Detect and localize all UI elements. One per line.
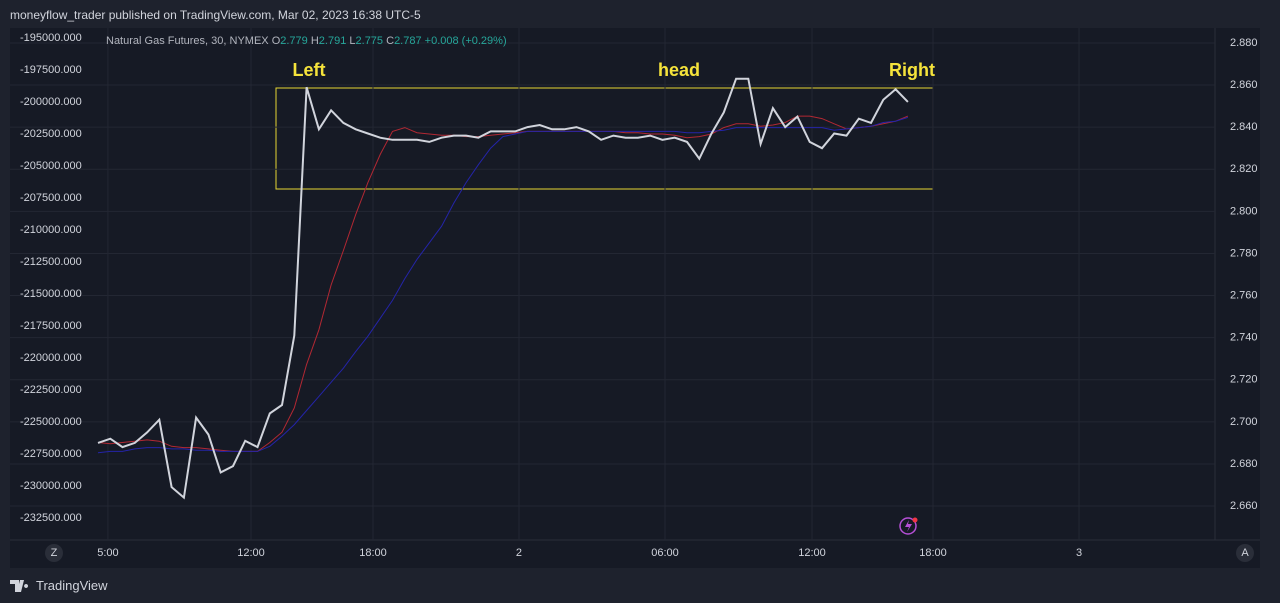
x-tick-label: 12:00: [798, 547, 826, 559]
x-tick-label: 2: [516, 547, 522, 559]
y-tick-label: -230000.000: [20, 480, 82, 492]
y-tick-label: -197500.000: [20, 64, 82, 76]
ohlc-key: H: [310, 35, 319, 47]
y-tick-label: -217500.000: [20, 320, 82, 332]
ohlc-value: 2.779: [280, 35, 308, 47]
button-label[interactable]: A: [1241, 547, 1249, 559]
annotation: Right: [889, 60, 935, 80]
y2-tick-label: 2.660: [1230, 500, 1258, 512]
header: moneyflow_trader published on TradingVie…: [10, 8, 421, 22]
x-tick-label: 3: [1076, 547, 1082, 559]
x-tick-label: 18:00: [919, 547, 947, 559]
y2-tick-label: 2.780: [1230, 247, 1258, 259]
y2-tick-label: 2.860: [1230, 79, 1258, 91]
button[interactable]: [45, 544, 63, 562]
y-tick-label: -220000.000: [20, 352, 82, 364]
y-tick-label: -200000.000: [20, 96, 82, 108]
ohlc-key: C: [386, 35, 395, 47]
y-tick-label: -207500.000: [20, 192, 82, 204]
y2-tick-label: 2.800: [1230, 205, 1258, 217]
y-tick-label: -202500.000: [20, 128, 82, 140]
legend: Natural Gas Futures, 30, NYMEX O2.779 H2…: [106, 35, 507, 47]
series-line: [97, 116, 909, 454]
ohlc-key: L: [349, 35, 356, 47]
y-tick-label: -232500.000: [20, 512, 82, 524]
symbol: Natural Gas Futures, 30, NYMEX: [106, 35, 269, 47]
y2-tick-label: 2.740: [1230, 332, 1258, 344]
ohlc-value: 2.775: [355, 35, 384, 47]
y-tick-label: -205000.000: [20, 160, 82, 172]
button-label[interactable]: Z: [51, 547, 58, 559]
brand: TradingView: [36, 578, 108, 593]
ohlc: O2.779 H2.791 L2.775 C2.787: [272, 35, 425, 47]
logo: [10, 579, 29, 592]
y-tick-label: -225000.000: [20, 416, 82, 428]
x-tick-label: 18:00: [359, 547, 387, 559]
y2-tick-label: 2.700: [1230, 416, 1258, 428]
plot-bg: [10, 28, 1260, 568]
y-tick-label: -227500.000: [20, 448, 82, 460]
annotation: head: [658, 60, 700, 80]
footer: TradingView: [10, 578, 108, 593]
ohlc-value: 2.791: [318, 35, 347, 47]
ohlc-value: 2.787: [394, 35, 422, 47]
x-tick-label: 06:00: [651, 547, 679, 559]
ohlc-key: O: [271, 35, 281, 47]
y2-tick-label: 2.820: [1230, 163, 1258, 175]
change: +0.008 (+0.29%): [424, 35, 507, 47]
y-tick-label: -210000.000: [20, 224, 82, 236]
y-tick-label: -222500.000: [20, 384, 82, 396]
y2-tick-label: 2.880: [1230, 37, 1258, 49]
y-tick-label: -212500.000: [20, 256, 82, 268]
y-tick-label: -215000.000: [20, 288, 82, 300]
y2-tick-label: 2.680: [1230, 458, 1258, 470]
grid: [10, 28, 1215, 540]
y2-tick-label: 2.720: [1230, 374, 1258, 386]
annotation: Left: [293, 60, 326, 80]
x-tick-label: 12:00: [237, 547, 265, 559]
x-tick-label: 5:00: [97, 547, 118, 559]
lightning-icon: [899, 517, 918, 535]
y2-tick-label: 2.760: [1230, 289, 1258, 301]
button[interactable]: [1236, 544, 1254, 562]
y-tick-label: -195000.000: [20, 32, 82, 44]
series-line: [97, 77, 909, 500]
y2-tick-label: 2.840: [1230, 121, 1258, 133]
